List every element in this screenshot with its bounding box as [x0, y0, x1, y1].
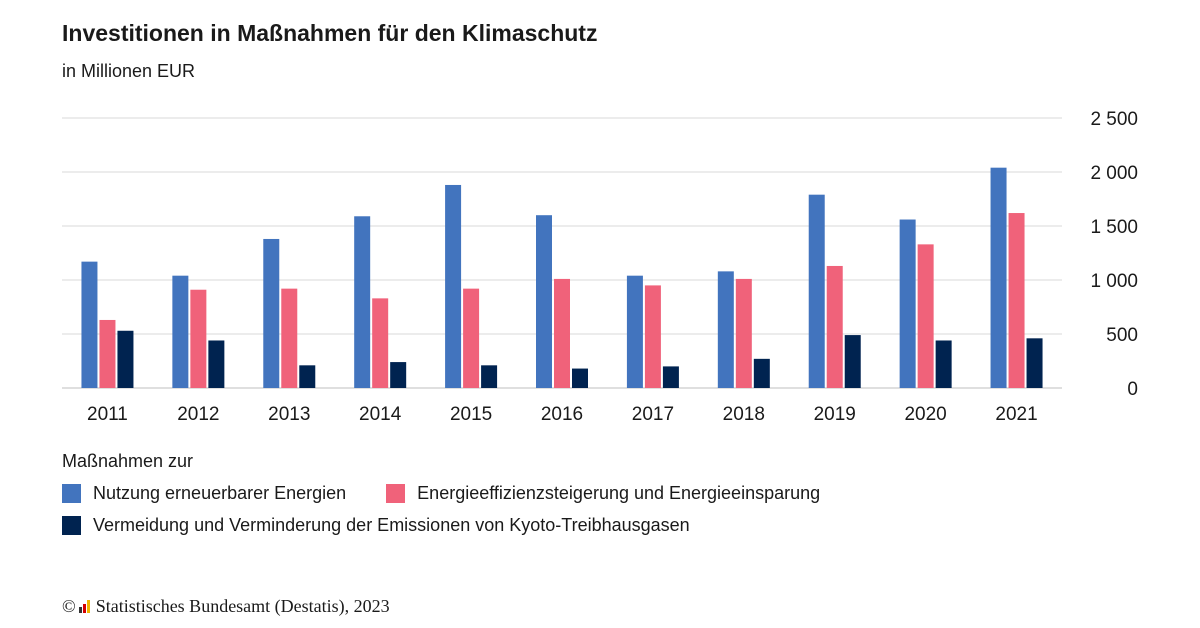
bar [899, 219, 916, 388]
legend-item-renewables[interactable]: Nutzung erneuerbarer Energien [62, 483, 346, 504]
bar [644, 285, 661, 388]
bar [990, 167, 1007, 388]
legend-row-2: Vermeidung und Verminderung der Emission… [62, 515, 730, 536]
bar [808, 194, 825, 388]
legend-item-efficiency[interactable]: Energieeffizienzsteigerung und Energieei… [386, 483, 820, 504]
copyright-symbol: © [62, 596, 76, 616]
bar [172, 275, 189, 388]
y-tick-label: 2 000 [1090, 163, 1138, 184]
bar [463, 288, 480, 388]
bar [826, 265, 843, 388]
bar [1008, 213, 1025, 388]
bar [372, 298, 389, 388]
bar [481, 365, 498, 388]
bar [354, 216, 371, 388]
chart-subtitle: in Millionen EUR [62, 61, 196, 81]
x-tick-label: 2021 [995, 404, 1037, 425]
source-note: © Statistisches Bundesamt (Destatis), 20… [62, 596, 390, 617]
legend-item-emissions[interactable]: Vermeidung und Verminderung der Emission… [62, 515, 690, 536]
y-tick-label: 1 500 [1090, 217, 1138, 238]
destatis-logo-icon [78, 600, 90, 613]
y-tick-label: 1 000 [1090, 271, 1138, 292]
bar [626, 275, 643, 388]
bar [717, 271, 734, 388]
bar [753, 358, 770, 388]
source-text: Statistisches Bundesamt (Destatis), 2023 [95, 596, 390, 616]
x-tick-label: 2020 [904, 404, 946, 425]
y-tick-label: 2 500 [1090, 109, 1138, 130]
bar [554, 278, 570, 388]
x-tick-label: 2015 [450, 404, 492, 425]
bar [208, 340, 225, 388]
bar [445, 184, 462, 388]
x-tick-label: 2013 [268, 404, 310, 425]
bar [572, 368, 588, 388]
x-tick-label: 2019 [814, 404, 856, 425]
x-tick-label: 2011 [87, 404, 128, 425]
legend-row-1: Nutzung erneuerbarer Energien Energieeff… [62, 483, 860, 504]
legend-swatch-emissions [62, 516, 81, 535]
legend-swatch-renewables [62, 484, 81, 503]
bar [390, 362, 407, 388]
x-tick-label: 2017 [632, 404, 674, 425]
y-tick-label: 500 [1106, 325, 1138, 346]
legend-title: Maßnahmen zur [62, 451, 194, 471]
bar [99, 319, 116, 388]
bar [190, 289, 207, 388]
x-tick-label: 2018 [723, 404, 765, 425]
x-tick-label: 2014 [359, 404, 402, 425]
chart-title: Investitionen in Maßnahmen für den Klima… [62, 20, 598, 46]
bar [117, 330, 134, 388]
bar [735, 278, 752, 388]
x-tick-label: 2012 [177, 404, 219, 425]
bar [935, 340, 952, 388]
bar [1026, 338, 1043, 388]
bar [536, 215, 552, 388]
bar [844, 335, 861, 388]
legend-swatch-efficiency [386, 484, 406, 503]
x-tick-label: 2016 [541, 404, 583, 425]
bar [299, 365, 316, 388]
bar [917, 244, 934, 388]
bar [281, 288, 298, 388]
legend-label-efficiency: Energieeffizienzsteigerung und Energieei… [417, 483, 821, 503]
bar-chart: 0 500 1 000 1 500 2 000 2 500 2011 2012 2013 2014… [62, 109, 1138, 425]
legend-label-emissions: Vermeidung und Verminderung der Emission… [93, 515, 690, 535]
legend-label-renewables: Nutzung erneuerbarer Energien [93, 483, 347, 503]
bar [263, 238, 280, 388]
bar [81, 261, 98, 388]
bar [662, 366, 679, 388]
y-tick-label: 0 [1127, 379, 1138, 400]
